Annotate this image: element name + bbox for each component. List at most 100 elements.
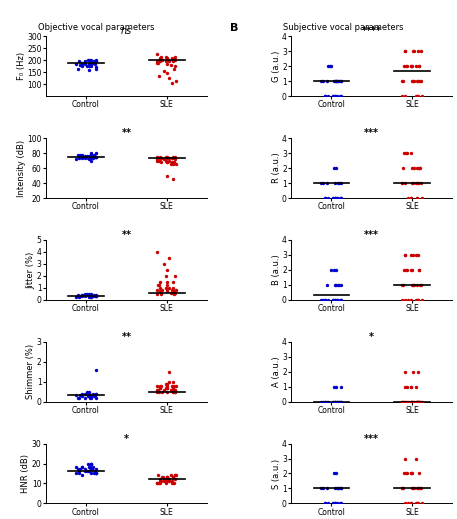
Point xyxy=(74,151,81,159)
Point xyxy=(85,291,93,299)
Point xyxy=(162,57,170,65)
Point xyxy=(337,194,345,202)
Point xyxy=(75,467,83,475)
Point xyxy=(414,367,421,376)
Point xyxy=(158,286,165,294)
Point xyxy=(414,296,422,304)
Point xyxy=(87,56,95,64)
Y-axis label: HNR (dB): HNR (dB) xyxy=(21,454,31,493)
Point xyxy=(400,62,407,71)
Point xyxy=(404,149,411,157)
Point xyxy=(79,62,86,71)
Point xyxy=(162,379,170,388)
Point xyxy=(403,398,410,406)
Point xyxy=(335,281,343,289)
Point xyxy=(400,469,407,477)
Point xyxy=(330,499,337,508)
Point xyxy=(414,179,422,187)
Point xyxy=(399,296,406,304)
Point xyxy=(74,291,81,299)
Text: ****: **** xyxy=(362,26,382,36)
Point xyxy=(321,499,329,508)
Point xyxy=(417,164,424,172)
Point xyxy=(156,384,164,392)
Point xyxy=(162,384,170,392)
Point xyxy=(157,477,165,486)
Point xyxy=(165,57,172,65)
Point xyxy=(414,92,422,100)
Point xyxy=(417,179,424,187)
Point xyxy=(170,288,177,296)
Point xyxy=(417,281,424,289)
Point xyxy=(331,194,338,202)
Point xyxy=(171,475,179,484)
Point xyxy=(332,164,340,172)
Point xyxy=(153,155,160,163)
Point xyxy=(404,62,411,71)
Point xyxy=(93,365,100,374)
Point xyxy=(72,60,80,68)
Point xyxy=(158,56,165,64)
Point xyxy=(92,57,100,65)
Point xyxy=(85,290,93,298)
Point xyxy=(154,50,161,59)
Point xyxy=(403,266,410,274)
Point xyxy=(76,393,83,402)
Point xyxy=(322,296,329,304)
Point xyxy=(93,469,100,477)
Point xyxy=(163,278,170,286)
Point xyxy=(417,281,424,289)
Point xyxy=(86,61,93,69)
Point xyxy=(409,179,416,187)
Point xyxy=(170,290,178,298)
Point xyxy=(169,289,176,297)
Point xyxy=(162,156,170,165)
Point xyxy=(417,398,424,406)
Point xyxy=(157,381,165,390)
Point xyxy=(415,164,422,172)
Point xyxy=(160,67,168,75)
Point xyxy=(92,63,100,72)
Point xyxy=(92,292,99,301)
Point xyxy=(412,92,420,100)
Point xyxy=(78,471,85,480)
Point xyxy=(329,499,336,508)
Point xyxy=(414,47,421,56)
Point xyxy=(92,469,100,477)
Point xyxy=(85,293,93,302)
Point xyxy=(156,54,164,62)
Point xyxy=(85,153,93,161)
Point xyxy=(88,62,95,71)
Point xyxy=(332,469,340,477)
Point xyxy=(402,499,409,508)
Point xyxy=(172,288,179,296)
Point xyxy=(164,60,171,68)
Point xyxy=(171,52,179,61)
Point xyxy=(409,251,416,259)
Point xyxy=(331,398,338,406)
Point xyxy=(92,389,100,398)
Point xyxy=(156,155,164,163)
Point xyxy=(414,398,422,406)
Point xyxy=(76,293,83,302)
Point xyxy=(333,296,340,304)
Point xyxy=(169,154,176,162)
Point xyxy=(409,281,416,289)
Point xyxy=(321,194,329,202)
Point xyxy=(402,251,409,259)
Point xyxy=(414,179,422,187)
Point xyxy=(85,155,93,163)
Point xyxy=(92,389,99,398)
Point xyxy=(170,388,177,396)
Point xyxy=(414,296,422,304)
Point xyxy=(72,463,80,472)
Point xyxy=(156,475,164,484)
Point xyxy=(76,469,83,477)
Point xyxy=(168,381,175,390)
Point xyxy=(153,381,160,390)
Point xyxy=(162,153,170,161)
Point xyxy=(89,389,96,398)
Point xyxy=(419,499,426,508)
Text: **: ** xyxy=(122,332,132,342)
Point xyxy=(413,164,420,172)
